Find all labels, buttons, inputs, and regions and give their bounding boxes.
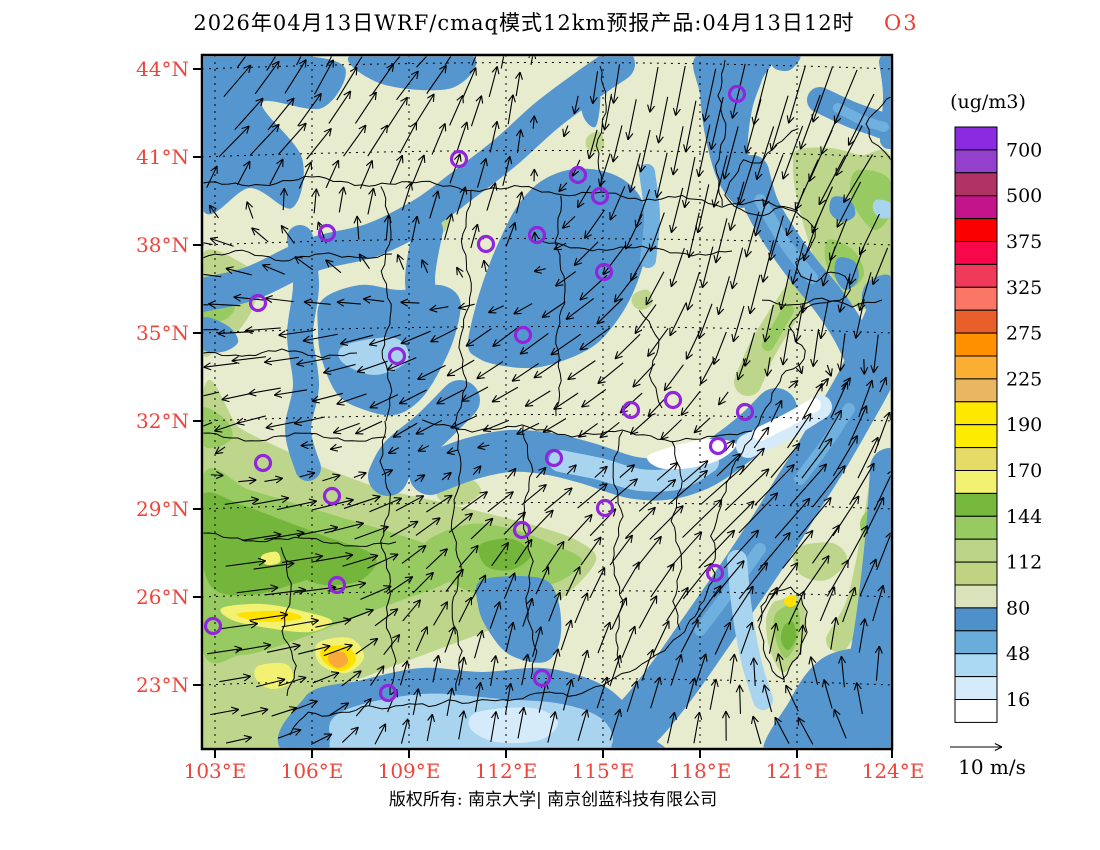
- colorbar-segment: [954, 172, 998, 197]
- colorbar-segment: [954, 263, 998, 288]
- y-tick-label: 44°N: [136, 57, 189, 81]
- station-marker: [544, 448, 564, 468]
- station-marker: [663, 390, 683, 410]
- colorbar-segment: [954, 538, 998, 563]
- station-marker: [532, 668, 552, 688]
- x-tick-label: 106°E: [281, 759, 344, 783]
- colorbar-segment: [954, 561, 998, 586]
- wind-speed-legend-label: 10 m/s: [958, 755, 1026, 779]
- wind-reference-legend: [950, 742, 1003, 752]
- colorbar-tick-label: 170: [1006, 460, 1042, 482]
- colorbar-segment: [954, 332, 998, 357]
- colorbar-segment: [954, 149, 998, 174]
- axes-layer: 103°E 106°E 109°E 112°E 115°E 118°E 121°E 124°E…: [136, 53, 925, 783]
- y-tick-label: 26°N: [136, 585, 189, 609]
- station-marker: [253, 453, 273, 473]
- colorbar-segment: [954, 401, 998, 426]
- y-tick-label: 32°N: [136, 409, 189, 433]
- x-tick-label: 115°E: [572, 759, 635, 783]
- colorbar-segment: [954, 607, 998, 632]
- station-marker: [568, 165, 588, 185]
- colorbar-legend: 700 500 375 325 275 225 190 170 144 112 80 48 16: [954, 126, 1042, 723]
- colorbar-tick-label: 325: [1006, 277, 1042, 299]
- station-marker: [735, 402, 755, 422]
- copyright-footer: 版权所有: 南京大学| 南京创蓝科技有限公司: [389, 790, 717, 810]
- colorbar-segment: [954, 492, 998, 517]
- x-tick-label: 103°E: [184, 759, 247, 783]
- colorbar-tick-label: 48: [1006, 643, 1030, 665]
- x-tick-label: 124°E: [862, 759, 925, 783]
- station-marker: [708, 436, 728, 456]
- y-tick-label: 23°N: [136, 673, 189, 697]
- colorbar-segment: [954, 653, 998, 678]
- station-marker: [594, 262, 614, 282]
- x-tick-label: 112°E: [475, 759, 538, 783]
- colorbar-tick-label: 112: [1006, 552, 1042, 574]
- colorbar-segment: [954, 286, 998, 311]
- station-marker: [449, 149, 469, 169]
- station-marker: [203, 616, 223, 636]
- station-marker: [590, 186, 610, 206]
- colorbar-segment: [954, 676, 998, 700]
- station-marker: [248, 293, 268, 313]
- station-marker: [512, 520, 532, 540]
- station-marker: [378, 683, 398, 703]
- colorbar-segment: [954, 126, 998, 151]
- colorbar-segment: [954, 447, 998, 472]
- station-markers-layer: [203, 84, 755, 703]
- colorbar-tick-label: 225: [1006, 368, 1042, 390]
- generated-map-layers: 103°E 106°E 109°E 112°E 115°E 118°E 121°E 124°E…: [136, 53, 1042, 783]
- colorbar-tick-label: 500: [1006, 185, 1042, 207]
- station-marker: [527, 225, 547, 245]
- colorbar-segment: [954, 309, 998, 334]
- colorbar-segment: [954, 584, 998, 609]
- colorbar-segment: [954, 378, 998, 403]
- colorbar-segment: [954, 630, 998, 655]
- y-tick-label: 41°N: [136, 145, 189, 169]
- y-tick-label: 35°N: [136, 321, 189, 345]
- colorbar-segment: [954, 470, 998, 494]
- colorbar-unit-label: (ug/m3): [950, 91, 1026, 113]
- station-marker: [727, 84, 747, 104]
- colorbar-tick-label: 144: [1006, 506, 1042, 528]
- x-tick-label: 118°E: [669, 759, 732, 783]
- station-marker: [322, 486, 342, 506]
- x-tick-label: 121°E: [766, 759, 829, 783]
- station-marker: [705, 563, 725, 583]
- colorbar-tick-label: 190: [1006, 414, 1042, 436]
- colorbar-segment: [954, 424, 998, 449]
- x-tick-label: 109°E: [378, 759, 441, 783]
- colorbar-segment: [954, 195, 998, 220]
- colorbar-segment: [954, 355, 998, 380]
- station-marker: [317, 223, 337, 243]
- page-title: 2026年04月13日WRF/cmaq模式12km预报产品:04月13日12时: [193, 11, 854, 35]
- colorbar-tick-label: 700: [1006, 139, 1042, 161]
- map-fill-layer: [203, 56, 891, 748]
- station-marker: [621, 400, 641, 420]
- station-marker: [327, 575, 347, 595]
- station-marker: [513, 325, 533, 345]
- colorbar-segment: [954, 241, 998, 265]
- station-marker: [595, 498, 615, 518]
- colorbar-tick-label: 16: [1006, 689, 1030, 711]
- wind-vectors-layer: [203, 56, 891, 745]
- colorbar-tick-label: 275: [1006, 323, 1042, 345]
- colorbar-tick-label: 80: [1006, 597, 1030, 619]
- y-tick-label: 38°N: [136, 233, 189, 257]
- station-marker: [387, 346, 407, 366]
- title-pollutant-label: O3: [884, 11, 919, 35]
- colorbar-segment: [954, 699, 998, 723]
- colorbar-tick-label: 375: [1006, 231, 1042, 253]
- station-marker: [476, 234, 496, 254]
- colorbar-segment: [954, 218, 998, 243]
- y-tick-label: 29°N: [136, 497, 189, 521]
- province-boundaries-layer: [203, 59, 891, 736]
- colorbar-segment: [954, 515, 998, 540]
